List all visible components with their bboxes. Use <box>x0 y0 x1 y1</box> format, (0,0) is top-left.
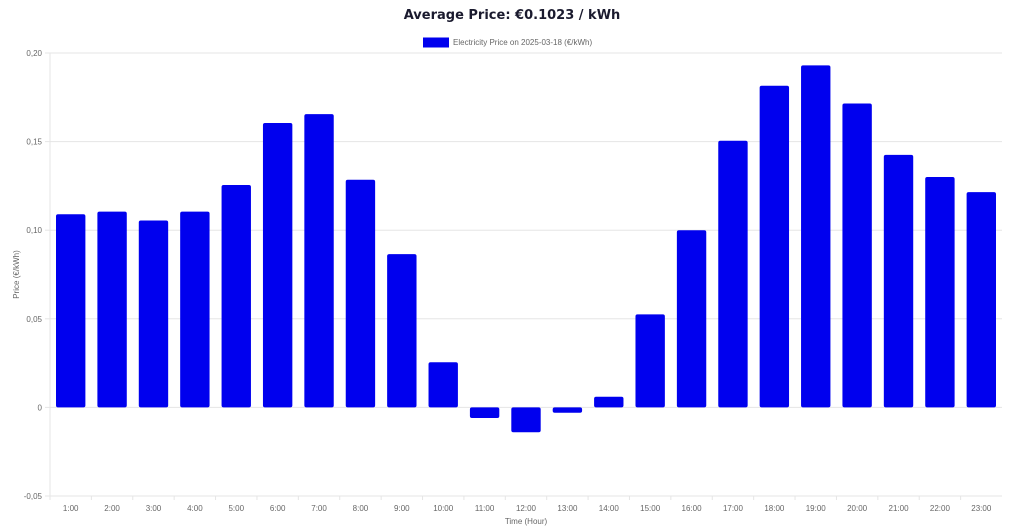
bar-5-00[interactable] <box>221 185 251 408</box>
bar-9-00[interactable] <box>387 254 417 408</box>
x-tick-label: 1:00 <box>63 504 79 513</box>
x-tick-label: 3:00 <box>146 504 162 513</box>
legend-label: Electricity Price on 2025-03-18 (€/kWh) <box>453 38 593 47</box>
legend-swatch <box>423 37 449 48</box>
y-tick-label: 0,05 <box>26 315 42 324</box>
bar-13-00[interactable] <box>552 407 583 413</box>
x-tick-label: 5:00 <box>228 504 244 513</box>
x-tick-label: 18:00 <box>764 504 785 513</box>
bar-16-00[interactable] <box>676 230 707 408</box>
legend: Electricity Price on 2025-03-18 (€/kWh) <box>423 37 593 48</box>
x-tick-label: 22:00 <box>930 504 951 513</box>
y-tick-label: 0,15 <box>26 138 42 147</box>
bar-17-00[interactable] <box>718 140 748 408</box>
x-tick-label: 4:00 <box>187 504 203 513</box>
x-tick-label: 15:00 <box>640 504 661 513</box>
x-tick-label: 6:00 <box>270 504 286 513</box>
x-tick-label: 14:00 <box>599 504 620 513</box>
x-tick-label: 13:00 <box>557 504 578 513</box>
bar-1-00[interactable] <box>56 214 86 408</box>
bar-14-00[interactable] <box>594 396 624 408</box>
x-tick-label: 10:00 <box>433 504 454 513</box>
y-tick-label: 0,20 <box>26 49 42 58</box>
x-tick-label: 17:00 <box>723 504 744 513</box>
x-tick-label: 9:00 <box>394 504 410 513</box>
x-tick-label: 7:00 <box>311 504 327 513</box>
bars <box>56 65 996 433</box>
x-tick-label: 12:00 <box>516 504 537 513</box>
x-tick-label: 19:00 <box>806 504 827 513</box>
x-tick-label: 21:00 <box>889 504 910 513</box>
x-tick-label: 16:00 <box>682 504 703 513</box>
bar-4-00[interactable] <box>180 211 210 408</box>
bar-20-00[interactable] <box>842 103 872 408</box>
bar-12-00[interactable] <box>511 407 541 433</box>
bar-23-00[interactable] <box>966 192 996 408</box>
x-tick-label: 20:00 <box>847 504 868 513</box>
x-tick-label: 8:00 <box>353 504 369 513</box>
bar-22-00[interactable] <box>925 177 955 408</box>
bar-8-00[interactable] <box>345 179 376 408</box>
chart-title: Average Price: €0.1023 / kWh <box>403 8 621 23</box>
bar-6-00[interactable] <box>262 122 293 408</box>
bar-21-00[interactable] <box>883 154 914 408</box>
bar-7-00[interactable] <box>304 114 334 408</box>
y-tick-label: 0,10 <box>26 226 42 235</box>
bar-19-00[interactable] <box>801 65 831 408</box>
x-tick-label: 23:00 <box>971 504 992 513</box>
bar-10-00[interactable] <box>428 362 458 408</box>
x-tick-label: 2:00 <box>104 504 120 513</box>
x-tick-label: 11:00 <box>475 504 495 513</box>
y-tick-label: -0,05 <box>24 492 43 501</box>
bar-15-00[interactable] <box>635 314 665 408</box>
bar-18-00[interactable] <box>759 85 790 408</box>
bar-11-00[interactable] <box>469 407 500 419</box>
bar-2-00[interactable] <box>97 211 127 408</box>
y-tick-label: 0 <box>38 403 43 412</box>
y-axis-title: Price (€/kWh) <box>12 250 21 299</box>
bar-3-00[interactable] <box>138 220 169 408</box>
x-axis-title: Time (Hour) <box>505 517 548 526</box>
x-tick-labels: 1:00 2:00 3:00 4:00 5:00 6:00 7:00 8:00 9:00 10:0… <box>49 496 992 513</box>
